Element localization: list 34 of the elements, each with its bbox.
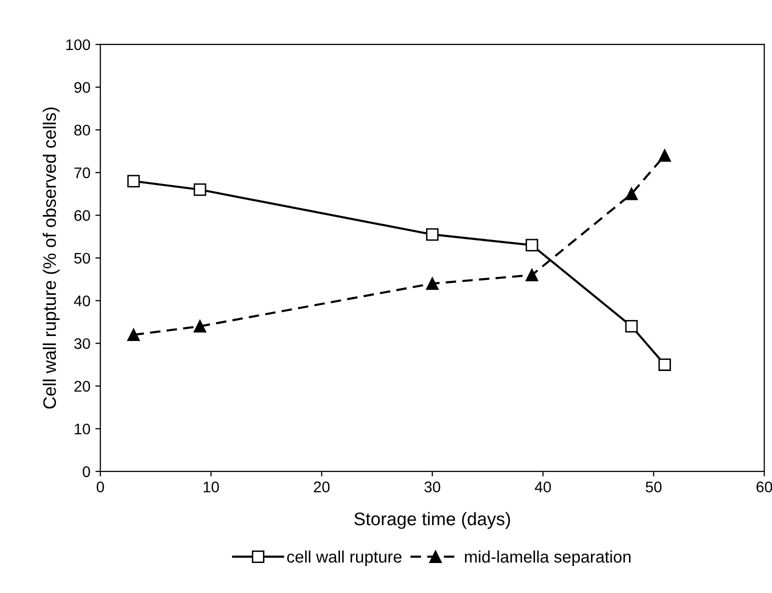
point bbox=[426, 228, 439, 241]
legend-label: cell wall rupture bbox=[287, 550, 402, 566]
point bbox=[526, 268, 538, 282]
point bbox=[426, 277, 439, 290]
y-tick-label: 0 bbox=[82, 466, 90, 478]
point bbox=[625, 320, 638, 333]
point bbox=[526, 238, 538, 252]
point bbox=[127, 174, 140, 188]
point bbox=[194, 183, 206, 196]
point bbox=[625, 188, 638, 200]
y-tick-label: 10 bbox=[74, 424, 90, 434]
x-tick-label: 20 bbox=[314, 482, 330, 492]
y-axis-title: Cell wall rupture (% of observed cells) bbox=[42, 108, 60, 409]
x-tick-label: 10 bbox=[204, 482, 219, 492]
legend-label: mid-lamella separation bbox=[464, 550, 630, 566]
y-tick-label: 90 bbox=[74, 82, 90, 93]
x-tick-label: 40 bbox=[534, 482, 551, 492]
point bbox=[194, 320, 206, 333]
point bbox=[658, 149, 671, 162]
x-tick-label: 30 bbox=[424, 482, 440, 492]
x-tick-label: 60 bbox=[756, 482, 772, 492]
x-tick-label: 0 bbox=[96, 482, 104, 492]
y-tick-label: 20 bbox=[74, 380, 90, 392]
y-tick-label: 70 bbox=[74, 167, 90, 178]
y-tick-label: 50 bbox=[74, 252, 90, 264]
y-tick-label: 100 bbox=[66, 39, 90, 50]
point bbox=[658, 358, 671, 371]
y-tick-label: 80 bbox=[74, 124, 90, 136]
y-tick-label: 60 bbox=[74, 210, 90, 221]
point bbox=[127, 328, 140, 342]
x-axis-title: Storage time (days) bbox=[354, 512, 510, 529]
y-tick-label: 30 bbox=[74, 338, 90, 350]
y-tick-label: 40 bbox=[74, 296, 90, 306]
x-tick-label: 50 bbox=[646, 482, 662, 492]
